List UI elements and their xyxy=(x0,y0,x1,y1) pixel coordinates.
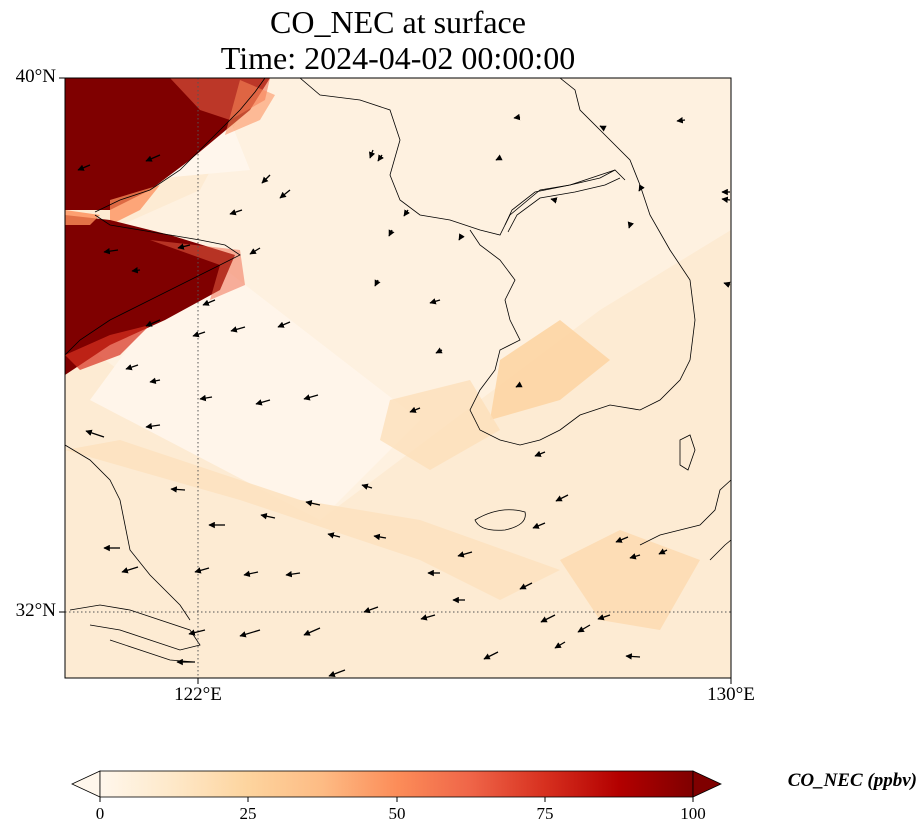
wind-vector-arrow xyxy=(121,566,139,574)
wind-vector-arrow xyxy=(599,125,607,132)
colorbar-tick-75: 75 xyxy=(536,804,554,823)
colorbar-tick-0: 0 xyxy=(95,804,105,823)
wind-vector-arrow xyxy=(420,614,436,621)
lon-tick-label-122: 122°E xyxy=(174,684,222,705)
wind-vector-arrow xyxy=(554,641,566,649)
wind-vector-arrow xyxy=(388,229,395,237)
wind-vector-arrow xyxy=(658,548,668,555)
wind-vector-arrow xyxy=(615,536,629,543)
wind-vector-arrow xyxy=(149,377,161,385)
wind-vector-arrow xyxy=(555,494,569,502)
wind-vectors xyxy=(65,113,731,677)
wind-vector-arrow xyxy=(577,624,591,633)
wind-vector-arrow xyxy=(177,243,191,250)
wind-vector-arrow xyxy=(303,627,321,636)
wind-vector-arrow xyxy=(403,209,410,217)
coastline xyxy=(65,78,731,663)
wind-vector-arrow xyxy=(277,321,291,328)
map-subtitle-time: Time: 2024-04-02 00:00:00 xyxy=(220,40,576,76)
wind-vector-arrow xyxy=(483,651,499,660)
wind-vector-arrow xyxy=(495,154,503,161)
wind-vector-arrow xyxy=(145,154,161,162)
wind-vector-arrow xyxy=(279,189,291,199)
lat-tick-label-32: 32°N xyxy=(15,600,56,621)
wind-vector-arrow xyxy=(170,486,186,493)
colorbar-tick-50: 50 xyxy=(388,804,406,823)
wind-vector-arrow xyxy=(519,582,533,590)
wind-vector-arrow xyxy=(65,580,66,581)
wind-vector-arrow xyxy=(249,247,261,255)
wind-vector-arrow xyxy=(261,174,271,184)
wind-vector-arrow xyxy=(145,319,161,327)
wind-vector-arrow xyxy=(229,209,243,216)
wind-vector-arrow xyxy=(77,164,91,171)
wind-vector-arrow xyxy=(515,381,523,388)
wind-vector-arrow xyxy=(373,533,387,541)
wind-vector-arrow xyxy=(145,422,161,430)
wind-vector-arrow xyxy=(638,184,645,192)
wind-vector-arrow xyxy=(202,299,216,306)
wind-vector-arrow xyxy=(513,113,521,121)
wind-vector-arrow xyxy=(429,298,441,305)
wind-vector-arrow xyxy=(723,281,731,288)
wind-vector-arrow xyxy=(625,653,641,660)
axis-ticks xyxy=(59,77,732,684)
wind-vector-arrow xyxy=(192,331,206,338)
wind-vector-arrow xyxy=(188,629,206,636)
wind-vector-arrow xyxy=(239,629,261,638)
wind-vector-arrow xyxy=(550,197,558,204)
wind-vector-arrow xyxy=(597,614,611,621)
wind-vector-arrow xyxy=(361,483,373,490)
wind-vector-arrow xyxy=(230,326,246,333)
wind-vector-arrow xyxy=(243,570,259,577)
wind-vector-arrow xyxy=(676,117,686,124)
wind-vector-arrow xyxy=(285,570,301,578)
wind-vector-arrow xyxy=(457,551,473,558)
colorbar-tick-25: 25 xyxy=(239,804,257,823)
wind-vector-arrow xyxy=(540,614,556,623)
wind-vector-arrow xyxy=(305,500,321,507)
wind-vector-arrow xyxy=(131,267,141,274)
wind-vector-arrow xyxy=(629,553,641,560)
wind-vector-arrow xyxy=(303,394,319,401)
wind-vector-arrow xyxy=(103,247,119,255)
wind-vector-arrow xyxy=(409,406,421,413)
wind-vector-arrow xyxy=(194,567,210,574)
wind-vector-arrow xyxy=(369,149,376,159)
wind-vector-arrow xyxy=(458,233,465,241)
map-frame xyxy=(64,77,732,679)
wind-vector-arrow xyxy=(534,450,546,457)
wind-vector-arrow xyxy=(721,196,731,203)
lon-tick-label-130: 130°E xyxy=(707,684,755,705)
map-title: CO_NEC at surface xyxy=(270,4,526,40)
wind-vector-arrow xyxy=(377,154,384,162)
wind-vector-arrow xyxy=(363,606,379,614)
wind-vector-arrow xyxy=(199,394,213,402)
wind-vector-arrow xyxy=(125,364,139,371)
wind-vector-arrow xyxy=(260,513,276,520)
wind-vector-arrow xyxy=(435,347,443,354)
gridlines xyxy=(65,78,731,678)
colorbar-label: CO_NEC (ppbv) xyxy=(787,770,917,791)
lat-tick-label-40: 40°N xyxy=(15,66,56,87)
wind-vector-arrow xyxy=(255,399,271,406)
wind-vector-arrow xyxy=(328,669,346,677)
colorbar-tick-100: 100 xyxy=(680,804,706,823)
concentration-field xyxy=(65,78,731,678)
wind-vector-arrow xyxy=(532,522,546,529)
wind-vector-arrow xyxy=(327,532,341,539)
wind-vector-arrow xyxy=(85,429,105,438)
wind-vector-arrow xyxy=(374,279,381,287)
wind-vector-arrow xyxy=(627,221,634,229)
